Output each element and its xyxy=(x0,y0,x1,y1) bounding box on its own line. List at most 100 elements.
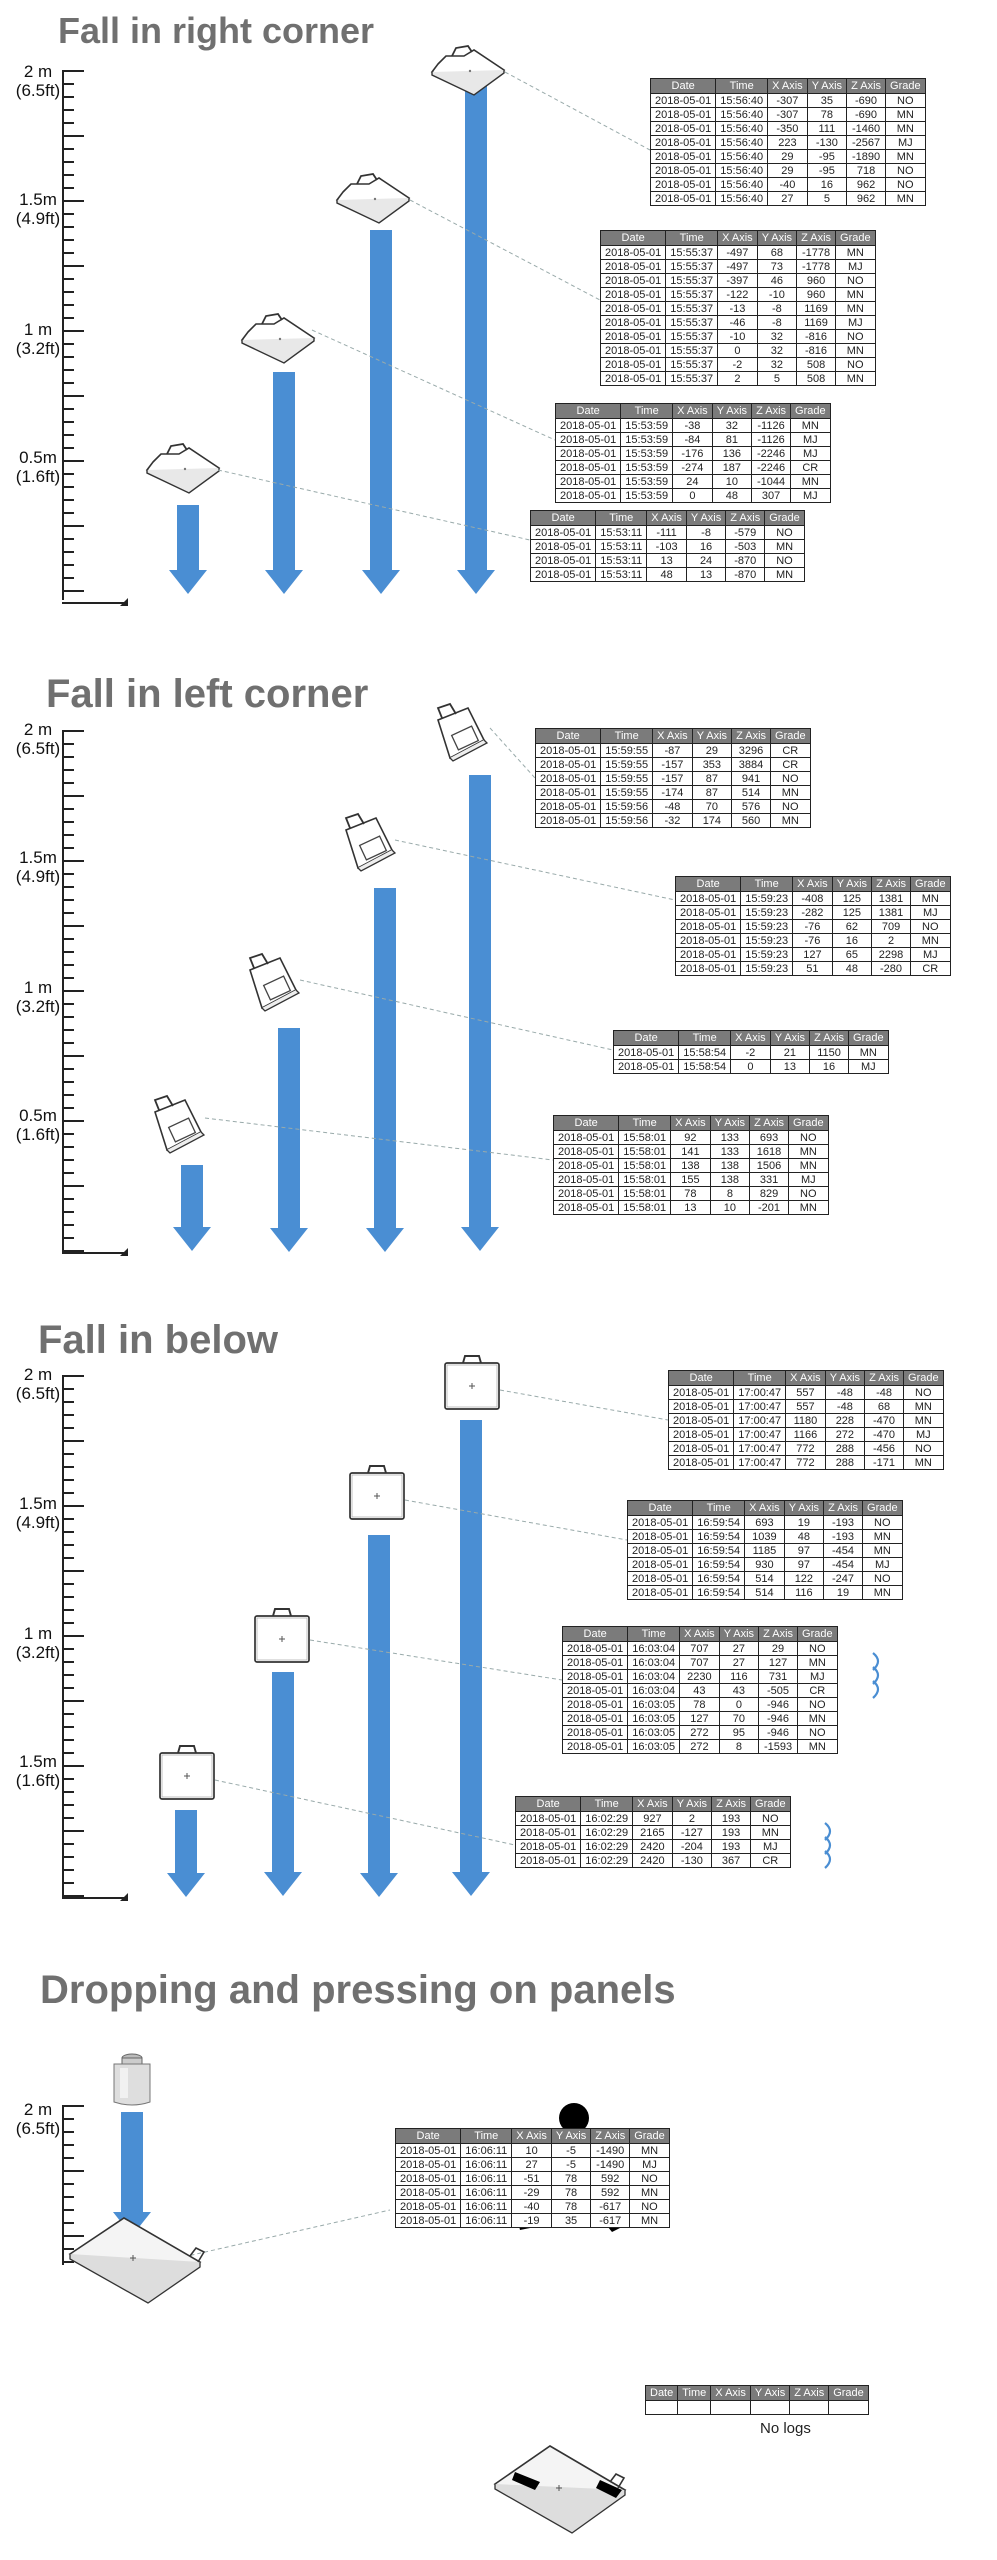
table-cell: 15:56:40 xyxy=(715,107,769,122)
column-header: X Axis xyxy=(511,2128,552,2144)
ruler-tick xyxy=(62,990,84,992)
table-cell: 97 xyxy=(783,1543,825,1558)
ruler-tick xyxy=(62,564,74,566)
column-header: Y Axis xyxy=(718,1626,760,1642)
table-cell: 17:00:47 xyxy=(733,1427,787,1442)
table-cell: 2018-05-01 xyxy=(394,2143,462,2158)
table-cell: 35 xyxy=(806,93,848,108)
column-header: Z Axis xyxy=(751,403,792,419)
table-cell: -48 xyxy=(824,1399,866,1414)
height-label-1-5m: 1.5m (1.6ft) xyxy=(15,1752,61,1790)
table-cell: MN xyxy=(835,245,876,260)
table-cell: 10 xyxy=(711,474,753,489)
table-cell: 133 xyxy=(709,1130,751,1145)
table-cell: -470 xyxy=(864,1413,905,1428)
table-cell: 2018-05-01 xyxy=(561,1641,629,1656)
table-cell: 1506 xyxy=(749,1158,790,1173)
table-cell: -946 xyxy=(758,1697,799,1712)
ruler-tick xyxy=(62,356,74,358)
table-header-row: Date Time X Axis Y Axis Z Axis Grade xyxy=(554,403,831,419)
table-cell: -193 xyxy=(823,1529,864,1544)
ruler-tick xyxy=(62,2196,74,2198)
table-cell: 27 xyxy=(511,2157,552,2172)
table-row: 2018-05-01 15:53:59 -176 136 -2246 MJ xyxy=(554,446,831,461)
log-table: Date Time X Axis Y Axis Z Axis Grade 2018-05-0… xyxy=(561,1626,838,1754)
ruler-tick xyxy=(62,226,74,228)
table-cell: 2018-05-01 xyxy=(561,1669,629,1684)
table-cell: 111 xyxy=(806,121,848,136)
table-row: 2018-05-01 16:03:04 707 27 127 MN xyxy=(561,1655,838,1670)
column-header: Grade xyxy=(828,2385,869,2401)
height-label-2m: 2 m (6.5ft) xyxy=(15,2100,61,2138)
height-label-2m: 2 m (6.5ft) xyxy=(15,1365,61,1403)
ruler-tick xyxy=(62,1648,74,1650)
table-cell: 2018-05-01 xyxy=(561,1697,629,1712)
table-cell: 27 xyxy=(718,1641,760,1656)
height-ruler xyxy=(62,730,128,1256)
table-cell: 2018-05-01 xyxy=(674,905,742,920)
table-cell: MN xyxy=(790,474,831,489)
table-cell: NO xyxy=(835,357,876,372)
table-cell: 576 xyxy=(731,799,772,814)
table-cell: 65 xyxy=(831,947,873,962)
table-cell: 127 xyxy=(679,1711,720,1726)
table-cell: MN xyxy=(835,371,876,386)
table-cell: 514 xyxy=(744,1585,785,1600)
ruler-tick xyxy=(62,187,74,189)
table-cell: 2018-05-01 xyxy=(514,1839,582,1854)
table-cell: CR xyxy=(770,757,811,772)
table-row: 2018-05-01 15:58:54 0 13 16 MJ xyxy=(612,1059,889,1074)
table-cell: -470 xyxy=(864,1427,905,1442)
table-cell: 2018-05-01 xyxy=(649,177,717,192)
table-row: 2018-05-01 16:03:05 127 70 -946 MN xyxy=(561,1711,838,1726)
table-cell: 15:55:37 xyxy=(665,301,719,316)
log-table: Date Time X Axis Y Axis Z Axis Grade 2018-05-0… xyxy=(612,1030,889,1074)
table-cell: -497 xyxy=(717,245,758,260)
table-cell: -690 xyxy=(846,107,887,122)
table-row: 2018-05-01 15:56:40 -40 16 962 NO xyxy=(649,177,926,192)
table-cell: 17:00:47 xyxy=(733,1441,787,1456)
table-cell: MN xyxy=(848,1045,889,1060)
table-cell: -408 xyxy=(792,891,833,906)
column-header: Grade xyxy=(750,1796,791,1812)
table-row: 2018-05-01 15:53:11 48 13 -870 MN xyxy=(529,567,805,582)
table-cell: MN xyxy=(835,343,876,358)
table-cell: 78 xyxy=(679,1697,720,1712)
table-cell: 15:59:55 xyxy=(600,771,654,786)
table-cell: 48 xyxy=(783,1529,825,1544)
ruler-tick xyxy=(62,912,74,914)
ruler-tick xyxy=(62,382,74,384)
table-row: 2018-05-01 17:00:47 557 -48 -48 NO xyxy=(667,1385,944,1400)
column-header: Y Axis xyxy=(824,1370,866,1386)
table-cell: 19 xyxy=(783,1515,825,1530)
ruler-tick xyxy=(62,1042,74,1044)
table-cell: 2018-05-01 xyxy=(514,1825,582,1840)
table-cell: -2567 xyxy=(846,135,887,150)
ruler-tick xyxy=(62,486,74,488)
table-cell: MN xyxy=(910,891,951,906)
ruler-tick xyxy=(62,161,74,163)
table-cell: 2018-05-01 xyxy=(649,163,717,178)
ruler-tick xyxy=(62,2209,74,2211)
ruler-tick xyxy=(62,408,74,410)
table-cell: -130 xyxy=(671,1853,713,1868)
table-row: 2018-05-01 15:59:23 -76 16 2 MN xyxy=(674,933,951,948)
ruler-tick xyxy=(62,1700,84,1702)
table-cell: 15:53:59 xyxy=(620,418,674,433)
table-cell: 127 xyxy=(792,947,833,962)
log-table: Date Time X Axis Y Axis Z Axis Grade 2018-05-0… xyxy=(626,1500,903,1600)
ruler-tick xyxy=(62,590,84,592)
table-cell: -157 xyxy=(652,757,693,772)
ruler-tick xyxy=(62,1557,74,1559)
column-header: Y Axis xyxy=(756,230,798,246)
ruler-tick xyxy=(62,1869,74,1871)
table-cell: 16:03:05 xyxy=(627,1739,681,1754)
case-icon xyxy=(431,45,505,96)
table-cell: 2018-05-01 xyxy=(534,799,602,814)
ruler-tick xyxy=(62,1016,74,1018)
ruler-tick xyxy=(62,460,84,462)
table-row: 2018-05-01 15:58:01 78 8 829 NO xyxy=(552,1186,829,1201)
table-cell: NO xyxy=(885,163,926,178)
table-row: 2018-05-01 16:03:04 43 43 -505 CR xyxy=(561,1683,838,1698)
ruler-tick xyxy=(62,1211,74,1213)
